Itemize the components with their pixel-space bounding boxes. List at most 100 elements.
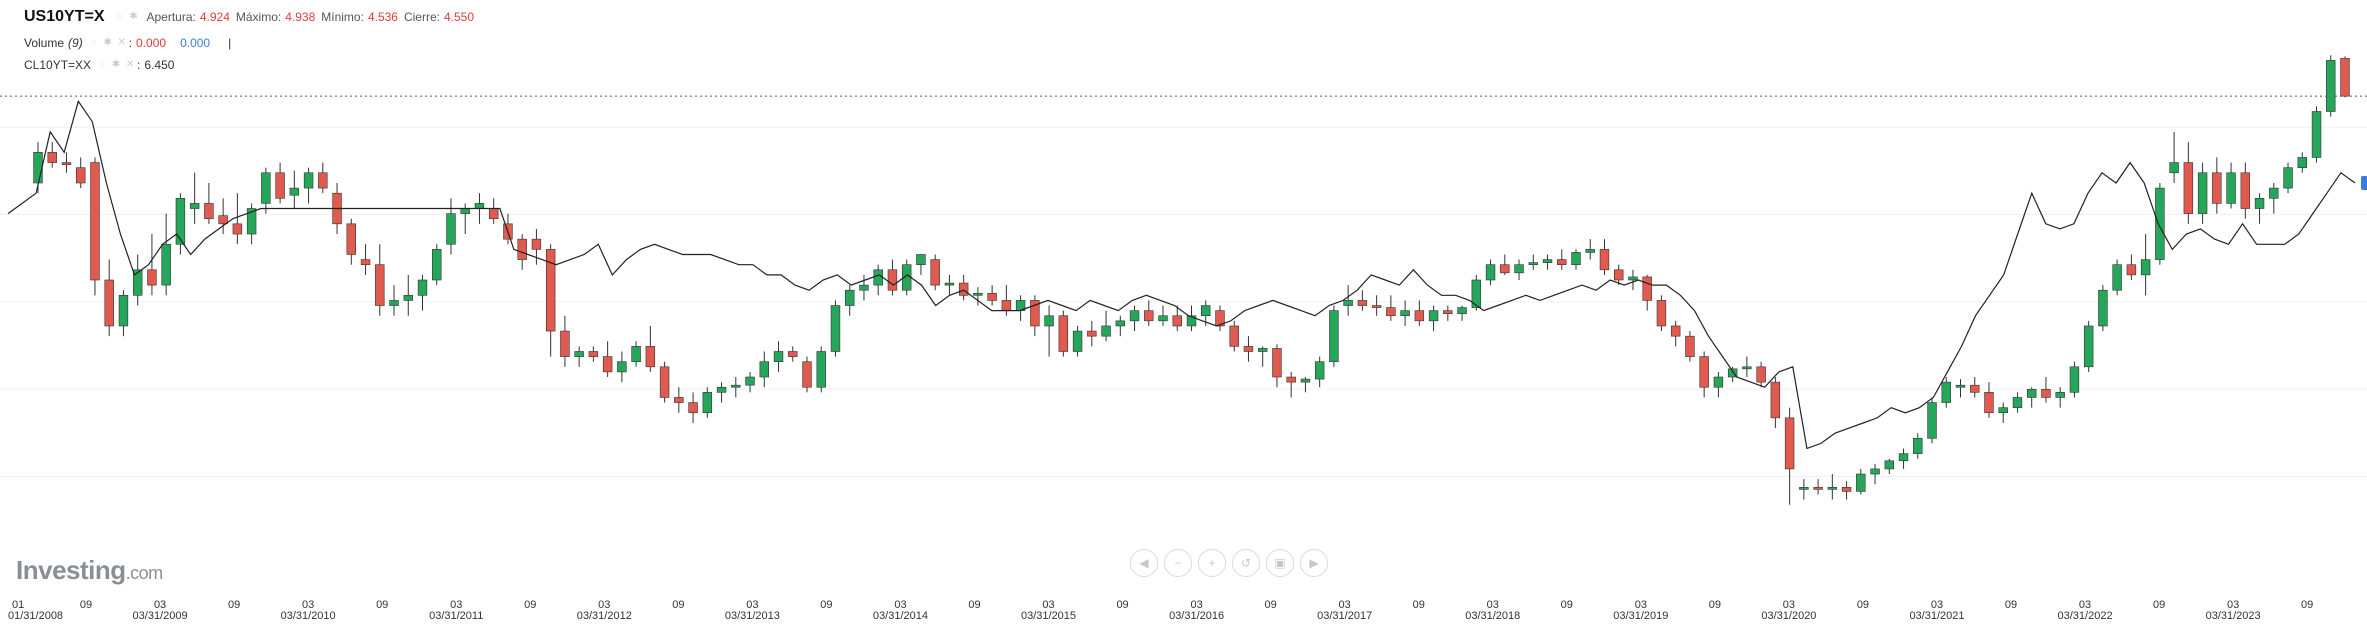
x-tick-label-date: 03/31/2017 [1317,610,1372,622]
candle-body-up [1201,305,1211,317]
low-label: Mínimo: [321,10,364,24]
candle [1329,305,1339,367]
candle-body-down [1685,335,1695,357]
candle-body-up [1528,262,1538,265]
candle-body-down [1557,259,1567,265]
zoom-out-button[interactable]: − [1164,549,1192,577]
candle-body-up [1998,407,2008,414]
x-tick-label-top: 09 [1561,599,1573,611]
candle-body-down [531,238,542,250]
candle [1656,295,1667,332]
candle-body-up [2226,172,2236,204]
eye-icon[interactable]: ◌ [90,37,97,48]
candle-body-up [2297,157,2307,168]
candle [731,377,741,398]
candle-body-down [1443,310,1453,315]
candle [1713,371,1724,398]
screenshot-button[interactable]: ▣ [1266,549,1294,577]
candle [2240,162,2251,219]
candle-body-up [2155,187,2165,260]
compare-symbol[interactable]: CL10YT=XX [24,58,92,72]
x-tick-label-date: 03/31/2022 [2058,610,2113,622]
candle-body-down [275,172,285,199]
settings-icon[interactable]: ✱ [129,11,138,22]
candle-body-up [2169,162,2179,174]
candle-body-down [958,282,969,296]
candle-body-up [1428,310,1439,322]
settings-icon[interactable]: ✱ [111,59,121,70]
x-tick-label-top: 03 [450,599,462,611]
candle-body-up [1158,315,1168,322]
candle-body-down [1599,249,1610,271]
candle [1357,290,1368,311]
candle [2326,55,2336,117]
candle-body-up [2098,289,2108,327]
reset-zoom-button[interactable]: ↺ [1232,549,1260,577]
zoom-in-button[interactable]: + [1198,549,1226,577]
candle [2026,387,2037,408]
candle-body-up [617,361,627,373]
candle-body-down [659,366,670,398]
candle-body-down [887,269,898,291]
low-value: 4.536 [367,10,398,24]
candle-body-down [688,402,698,414]
settings-icon[interactable]: ✱ [103,37,112,48]
symbol-name[interactable]: US10YT=X [24,8,105,25]
candle-body-up [1941,381,1951,403]
candle-body-down [1642,276,1652,301]
candle-body-up [118,295,129,327]
x-tick-label-top: 09 [1116,599,1128,611]
candle-body-up [2055,392,2065,398]
candle-body-up [1072,330,1083,352]
x-tick-label-top: 03 [302,599,314,611]
candle [1443,305,1453,321]
volume-label[interactable]: Volume [24,36,65,50]
candle-body-up [474,203,485,209]
candle-body-down [1386,307,1396,317]
candle-body-up [1471,279,1482,308]
candle-body-down [517,238,527,260]
candle [1257,346,1268,367]
candle [47,142,57,168]
candle-body-up [2283,167,2293,189]
candle [1841,481,1852,500]
candle [802,356,812,393]
candle [1015,295,1026,321]
close-icon[interactable]: ✕ [117,37,126,48]
candle-body-up [773,351,784,363]
x-tick-label-top: 03 [1931,599,1943,611]
legend-row-compare: CL10YT=XX ◌ ✱ ✕ : 6.450 [24,58,175,72]
candle-body-up [1713,376,1724,388]
candle-body-up [175,197,186,245]
legend-row-volume: Volume (9) ◌ ✱ ✕ : 0.000 0.000 | [24,36,232,50]
eye-icon[interactable]: ◌ [116,11,123,22]
scroll-left-button[interactable]: ◀ [1130,549,1158,577]
candle-body-down [204,203,214,220]
eye-icon[interactable]: ◌ [99,59,106,70]
candle [659,361,670,403]
candle [1742,356,1752,378]
x-tick-label-top: 09 [672,599,684,611]
candle-body-down [1357,300,1368,306]
scroll-right-button[interactable]: ▶ [1300,549,1328,577]
close-icon[interactable]: ✕ [125,59,135,70]
candle-body-up [873,269,883,286]
candle [1813,479,1823,495]
x-tick-label-top: 09 [1857,599,1869,611]
candle [1685,331,1695,362]
candle-body-down [232,223,243,235]
candle [944,274,955,296]
candle-body-down [930,259,940,286]
candle-body-down [1614,269,1624,281]
candle-body-up [2026,388,2037,398]
x-tick-label-date: 03/31/2012 [577,610,632,622]
candle [1870,463,1880,485]
candle-body-down [545,249,556,332]
candle [432,244,442,286]
candle [2012,392,2023,413]
x-tick-label-top: 03 [2079,599,2091,611]
candle [1386,295,1396,321]
candle-body-down [2212,172,2222,204]
candle [1614,264,1624,286]
